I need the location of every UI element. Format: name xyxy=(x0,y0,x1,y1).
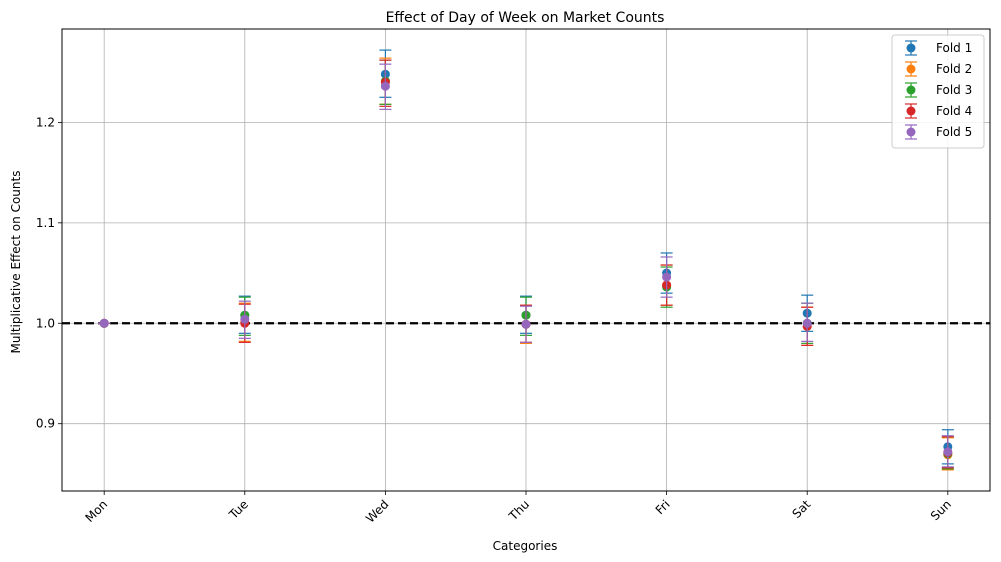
y-tick-label: 1.2 xyxy=(36,115,55,129)
legend-label: Fold 4 xyxy=(936,104,972,118)
y-tick-label: 0.9 xyxy=(36,417,55,431)
legend-item: Fold 1 xyxy=(905,40,972,56)
legend-swatch-marker xyxy=(906,64,916,74)
legend-item: Fold 3 xyxy=(905,82,972,98)
chart-title: Effect of Day of Week on Market Counts xyxy=(386,10,665,26)
legend-label: Fold 3 xyxy=(936,83,972,97)
series-5 xyxy=(98,63,954,468)
legend-item: Fold 4 xyxy=(905,103,972,119)
data-point xyxy=(240,314,250,324)
legend-label: Fold 1 xyxy=(936,41,972,55)
data-point xyxy=(380,81,390,91)
legend-item: Fold 5 xyxy=(905,124,972,140)
data-point xyxy=(943,447,953,457)
legend-swatch-marker xyxy=(906,106,916,116)
legend-swatch-marker xyxy=(906,127,916,137)
legend-label: Fold 5 xyxy=(936,125,972,139)
legend: Fold 1 Fold 2 Fold 3 Fold 4 Fold 5 xyxy=(891,34,985,149)
legend-label: Fold 2 xyxy=(936,62,972,76)
y-tick-label: 1.0 xyxy=(36,316,55,330)
y-axis-ticks: 0.9 1.0 1.1 1.2 xyxy=(36,115,62,431)
data-series xyxy=(98,49,954,471)
legend-box xyxy=(891,34,985,149)
data-point xyxy=(521,319,531,329)
data-point xyxy=(802,318,812,328)
legend-item: Fold 2 xyxy=(905,61,972,77)
data-point xyxy=(662,272,672,282)
y-tick-label: 1.1 xyxy=(36,216,55,230)
y-axis-label: Multiplicative Effect on Counts xyxy=(9,171,23,354)
data-point xyxy=(99,318,109,328)
legend-swatch-marker xyxy=(906,43,916,53)
x-axis-label: Categories xyxy=(493,539,558,553)
legend-swatch-marker xyxy=(906,85,916,95)
